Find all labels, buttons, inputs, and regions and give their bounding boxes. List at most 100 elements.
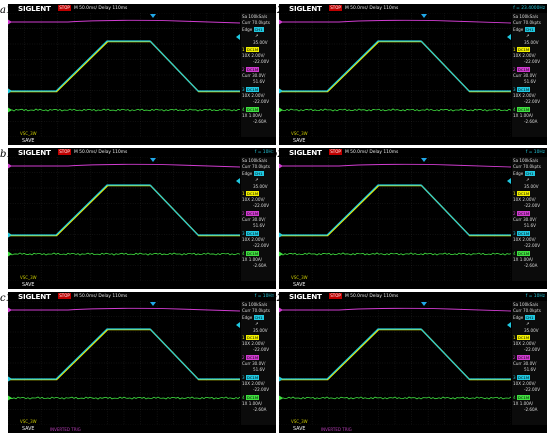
channel-row[interactable]: 4 DC1M — [513, 107, 531, 112]
channel-scale-row: Curr 30.0V/ — [242, 217, 265, 222]
channel-row[interactable]: 4 DC1M — [513, 395, 531, 400]
trigger-slope-icon: ↗ — [526, 33, 530, 38]
bottom-bar: SAVE — [8, 281, 276, 289]
channel-row[interactable]: 2 DC1M — [513, 211, 531, 216]
channel-row[interactable]: 4 DC1M — [242, 107, 260, 112]
trigger-frequency: f = 23.4000Hz — [513, 6, 545, 11]
save-button[interactable]: SAVE — [22, 139, 35, 144]
measurement-sidebar: Sa 100kSa/s Curr 70.0kpts Edge CH1 ↗ 35.00V 1… — [512, 301, 547, 425]
volts-per-div: 30.0V/ — [523, 73, 537, 78]
bottom-bar: SAVE — [279, 137, 547, 145]
waveform-display — [8, 300, 241, 426]
channel-offset: 51.6V — [524, 223, 536, 228]
trigger-edge-row[interactable]: Edge CH1 — [242, 315, 264, 320]
channel-number: 1 — [242, 47, 245, 52]
trigger-slope-icon: ↗ — [526, 321, 530, 326]
sample-rate: Sa 100kSa/s — [242, 302, 268, 307]
run-stop-badge[interactable]: STOP — [58, 5, 71, 11]
probe-factor: Curr — [513, 217, 522, 222]
series-yellow-trace — [8, 40, 241, 93]
panel-label: b1 — [0, 149, 13, 160]
channel-offset: -22.00V — [524, 347, 540, 352]
channel-row[interactable]: 3 DC1M — [513, 231, 531, 236]
coupling-tag: DC1M — [516, 231, 531, 236]
trigger-edge-row[interactable]: Edge CH1 — [513, 27, 535, 32]
top-bar: SIGLENT STOP M 50.0ms/ Delay 110ms f = 10Hz — [279, 292, 547, 301]
trigger-edge-row[interactable]: Edge CH1 — [513, 171, 535, 176]
volts-per-div: 2.00V/ — [251, 53, 265, 58]
save-button[interactable]: SAVE — [22, 427, 35, 432]
channel-row[interactable]: 1 DC1M — [513, 191, 531, 196]
run-stop-badge[interactable]: STOP — [58, 149, 71, 155]
channel-row[interactable]: 4 DC1M — [242, 395, 260, 400]
channel-row[interactable]: 1 DC1M — [242, 335, 260, 340]
volts-per-div: 2.00V/ — [251, 93, 265, 98]
memory-depth: Curr 70.0kpts — [513, 20, 541, 25]
channel-row[interactable]: 4 DC1M — [513, 251, 531, 256]
channel-row[interactable]: 3 DC1M — [513, 87, 531, 92]
series-green-trace — [279, 252, 512, 256]
waveform-svg — [8, 156, 241, 282]
coupling-tag: DC1M — [245, 47, 260, 52]
channel-row[interactable]: 1 DC1M — [242, 47, 260, 52]
channel-row[interactable]: 3 DC1M — [513, 375, 531, 380]
timebase-readout: M 50.0ms/ Delay 110ms — [345, 294, 399, 299]
channel-scale-row: 10X 2.00V/ — [513, 237, 536, 242]
channel-row[interactable]: 2 DC1M — [242, 355, 260, 360]
series-cyan-trace — [8, 40, 240, 92]
trigger-position-marker — [421, 158, 427, 162]
channel-row[interactable]: 1 DC1M — [513, 335, 531, 340]
channel-scale-row: 10X 2.00V/ — [242, 197, 265, 202]
trigger-level: 35.00V — [524, 184, 539, 189]
top-bar: SIGLENT STOP M 50.0ms/ Delay 110ms — [8, 4, 276, 13]
trigger-source-tag: CH1 — [253, 315, 264, 320]
brand-logo: SIGLENT — [18, 4, 51, 13]
probe-factor: 10X — [513, 197, 522, 202]
bottom-bar: SAVE INVERTED TRIG — [8, 425, 276, 433]
volts-per-div: 1.00A/ — [519, 257, 534, 262]
trigger-edge-row[interactable]: Edge CH1 — [513, 315, 535, 320]
trigger-level: 35.00V — [253, 328, 268, 333]
channel-row[interactable]: 2 DC1M — [513, 355, 531, 360]
channel-row[interactable]: 1 DC1M — [242, 191, 260, 196]
channel-offset-marker — [279, 395, 283, 401]
channel-offset: -22.00V — [253, 387, 269, 392]
channel-offset: 51.6V — [253, 79, 265, 84]
channel-offset-marker — [279, 376, 283, 382]
channel-scale-row: 10X 2.00V/ — [513, 53, 536, 58]
save-button[interactable]: SAVE — [293, 427, 306, 432]
save-button[interactable]: SAVE — [293, 283, 306, 288]
channel-row[interactable]: 2 DC1M — [242, 67, 260, 72]
bottom-hint: VSC_3W — [291, 419, 308, 424]
timebase-readout: M 50.0ms/ Delay 110ms — [345, 150, 399, 155]
trigger-edge-row[interactable]: Edge CH1 — [242, 171, 264, 176]
channel-row[interactable]: 3 DC1M — [242, 375, 260, 380]
channel-row[interactable]: 2 DC1M — [513, 67, 531, 72]
channel-offset-marker — [8, 251, 12, 257]
save-button[interactable]: SAVE — [293, 139, 306, 144]
channel-offset-marker — [8, 232, 12, 238]
memory-depth: Curr 70.0kpts — [242, 164, 270, 169]
probe-factor: 1X — [242, 401, 248, 406]
run-stop-badge[interactable]: STOP — [58, 293, 71, 299]
probe-factor: 10X — [242, 197, 251, 202]
channel-row[interactable]: 3 DC1M — [242, 231, 260, 236]
channel-row[interactable]: 4 DC1M — [242, 251, 260, 256]
channel-scale-row: Curr 30.0V/ — [242, 73, 265, 78]
channel-offset-marker — [279, 307, 283, 313]
run-stop-badge[interactable]: STOP — [329, 5, 342, 11]
trigger-type: Edge — [513, 171, 524, 176]
measurement-sidebar: Sa 100kSa/s Curr 70.0kpts Edge CH1 ↗ 35.00V 1… — [241, 157, 276, 281]
scope-panel: SIGLENT STOP M 50.0ms/ Delay 110ms f = 10Hz… — [279, 148, 547, 289]
save-button[interactable]: SAVE — [22, 283, 35, 288]
run-stop-badge[interactable]: STOP — [329, 293, 342, 299]
trigger-position-marker — [150, 158, 156, 162]
channel-scale-row: Curr 30.0V/ — [513, 73, 536, 78]
probe-factor: 10X — [513, 93, 522, 98]
channel-row[interactable]: 1 DC1M — [513, 47, 531, 52]
trigger-edge-row[interactable]: Edge CH1 — [242, 27, 264, 32]
channel-row[interactable]: 2 DC1M — [242, 211, 260, 216]
channel-row[interactable]: 3 DC1M — [242, 87, 260, 92]
channel-offset: -22.00V — [253, 59, 269, 64]
run-stop-badge[interactable]: STOP — [329, 149, 342, 155]
